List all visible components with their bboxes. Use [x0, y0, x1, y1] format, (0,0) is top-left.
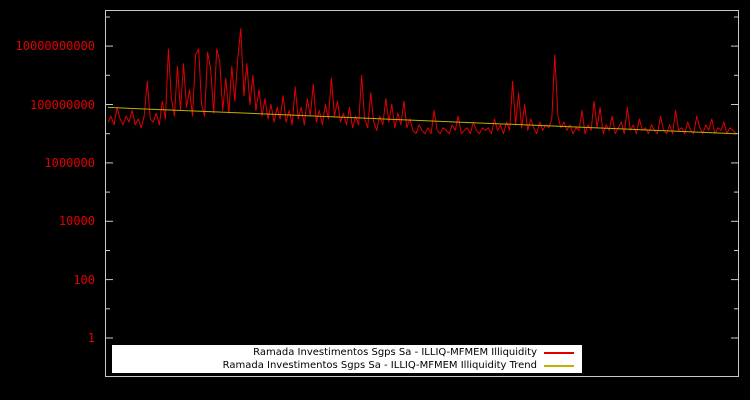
y-axis-tick-label: 10000: [58, 214, 95, 229]
y-axis: 1 100 10000 1000000 100000000 10000000000: [0, 11, 100, 376]
legend: Ramada Investimentos Sgps Sa - ILLIQ-MFM…: [112, 345, 582, 373]
y-axis-tick-label: 100000000: [29, 97, 95, 112]
legend-sample-trend: [544, 364, 574, 367]
y-axis-tick-label: 10000000000: [15, 39, 95, 54]
plot-area: Ramada Investimentos Sgps Sa - ILLIQ-MFM…: [105, 10, 739, 377]
legend-item-trend: Ramada Investimentos Sgps Sa - ILLIQ-MFM…: [112, 359, 582, 372]
legend-sample-illiquidity: [544, 351, 574, 354]
y-axis-tick-label: 100: [73, 272, 95, 287]
legend-label-illiquidity: Ramada Investimentos Sgps Sa - ILLIQ-MFM…: [253, 347, 537, 358]
chart-canvas: [106, 16, 738, 339]
legend-label-trend: Ramada Investimentos Sgps Sa - ILLIQ-MFM…: [222, 360, 537, 371]
legend-item-illiquidity: Ramada Investimentos Sgps Sa - ILLIQ-MFM…: [112, 346, 582, 359]
y-axis-tick-label: 1000000: [44, 155, 95, 170]
y-axis-tick-label: 1: [87, 331, 95, 346]
